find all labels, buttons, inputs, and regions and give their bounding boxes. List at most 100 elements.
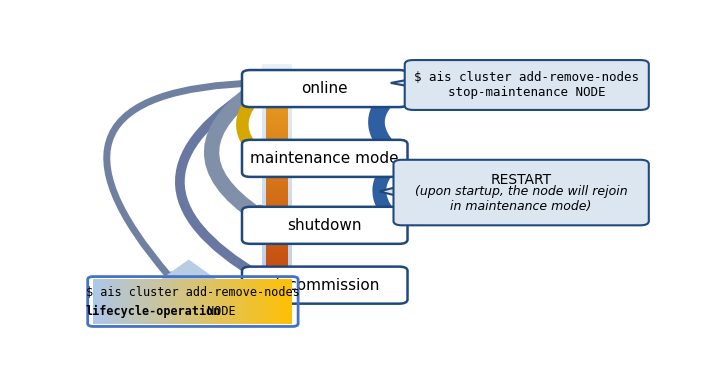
Bar (261, 192, 292, 197)
Bar (143, 279, 146, 324)
Bar (266, 97, 287, 99)
Bar (266, 260, 287, 262)
Bar (261, 159, 292, 164)
Text: shutdown: shutdown (287, 218, 362, 233)
Bar (261, 244, 292, 249)
Bar (266, 232, 287, 234)
Bar (206, 279, 209, 324)
Bar (266, 178, 287, 181)
Bar (196, 279, 200, 324)
Bar (261, 74, 292, 78)
Bar (153, 279, 156, 324)
Bar (266, 137, 287, 139)
Bar (261, 97, 292, 102)
Bar (266, 192, 287, 194)
Bar (261, 239, 292, 244)
Bar (261, 258, 292, 263)
Bar (272, 279, 276, 324)
Bar (261, 263, 292, 268)
Bar (266, 234, 287, 236)
Bar (266, 263, 287, 266)
Bar (266, 163, 287, 165)
Bar (266, 129, 287, 131)
Bar (266, 248, 287, 250)
Bar (266, 188, 287, 190)
Bar (266, 244, 287, 246)
Bar (266, 107, 287, 109)
Bar (261, 211, 292, 216)
Bar (261, 164, 292, 168)
Bar (261, 272, 292, 277)
Text: NODE: NODE (200, 305, 235, 318)
Bar (261, 83, 292, 88)
Bar (266, 218, 287, 220)
Bar (266, 252, 287, 254)
Bar (266, 139, 287, 141)
Bar (200, 279, 203, 324)
Bar (167, 279, 169, 324)
Bar (261, 154, 292, 159)
Bar (266, 87, 287, 90)
Bar (127, 279, 130, 324)
Bar (261, 282, 292, 287)
Bar (266, 254, 287, 256)
Text: maintenance mode: maintenance mode (251, 151, 399, 166)
Bar (150, 279, 153, 324)
Text: $ ais cluster add-remove-nodes: $ ais cluster add-remove-nodes (86, 286, 300, 299)
Bar (261, 117, 292, 121)
Bar (100, 279, 104, 324)
Bar (266, 133, 287, 135)
Bar (266, 149, 287, 151)
Bar (209, 279, 213, 324)
Bar (261, 182, 292, 187)
Bar (276, 279, 279, 324)
Bar (266, 202, 287, 204)
Bar (266, 272, 287, 273)
Bar (286, 279, 289, 324)
Bar (261, 145, 292, 149)
Bar (130, 279, 133, 324)
Bar (266, 230, 287, 232)
Bar (266, 113, 287, 115)
Bar (261, 178, 292, 182)
FancyBboxPatch shape (394, 160, 649, 225)
Bar (123, 279, 127, 324)
Bar (266, 151, 287, 153)
Bar (117, 279, 120, 324)
Bar (261, 69, 292, 74)
Bar (266, 184, 287, 186)
Bar (261, 173, 292, 178)
Text: lifecycle-operation: lifecycle-operation (85, 305, 221, 318)
Bar (266, 181, 287, 182)
Bar (261, 296, 292, 301)
Bar (266, 224, 287, 226)
Bar (256, 279, 259, 324)
Bar (261, 102, 292, 107)
Bar (261, 197, 292, 202)
Bar (266, 161, 287, 163)
Bar (266, 172, 287, 175)
Bar (186, 279, 190, 324)
Bar (140, 279, 143, 324)
Bar (266, 131, 287, 133)
Bar (266, 269, 287, 272)
Bar (266, 153, 287, 155)
Bar (266, 166, 287, 169)
Text: $ ais cluster add-remove-nodes
stop-maintenance NODE: $ ais cluster add-remove-nodes stop-main… (414, 71, 639, 99)
Bar (266, 99, 287, 101)
Bar (261, 216, 292, 221)
Bar (263, 279, 266, 324)
Bar (282, 279, 286, 324)
Bar (266, 83, 287, 85)
FancyBboxPatch shape (242, 140, 408, 177)
Bar (261, 249, 292, 253)
Bar (266, 109, 287, 111)
Bar (216, 279, 219, 324)
Bar (266, 111, 287, 113)
Bar (266, 145, 287, 147)
Bar (180, 279, 183, 324)
Bar (261, 107, 292, 112)
Bar (266, 236, 287, 238)
Bar (269, 279, 272, 324)
Bar (266, 143, 287, 145)
